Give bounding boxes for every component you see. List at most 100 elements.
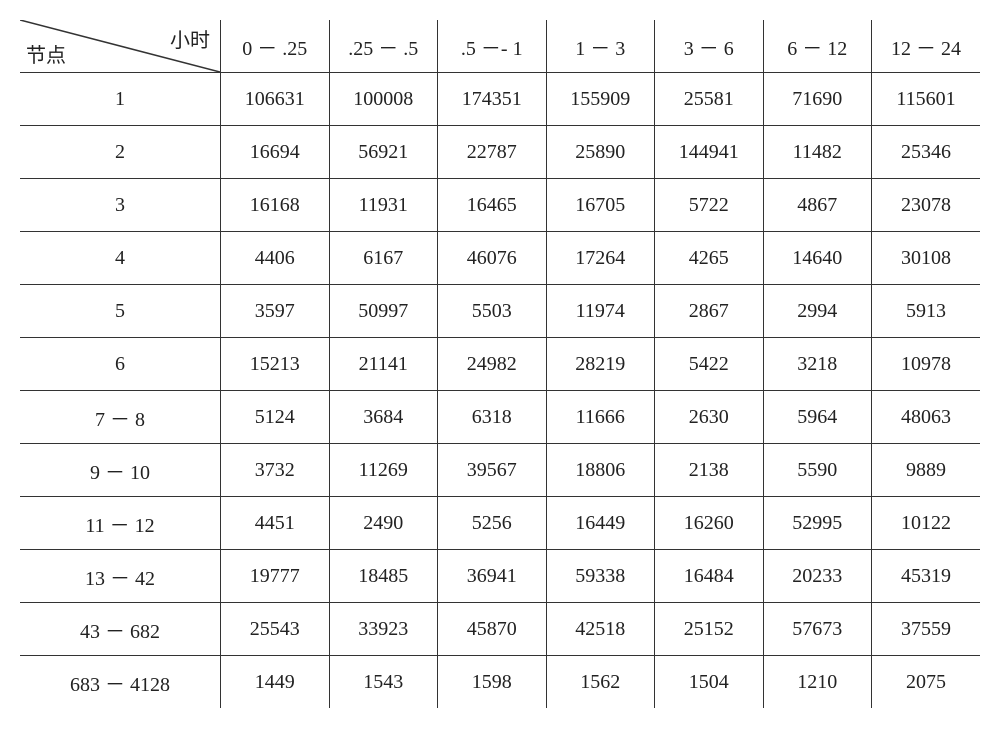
table-cell: 52995: [763, 497, 872, 550]
row-header: 1: [20, 73, 221, 126]
row-header: 4: [20, 232, 221, 285]
table-row: 13 － 42197771848536941593381648420233453…: [20, 550, 980, 603]
table-cell: 25346: [872, 126, 981, 179]
table-cell: 2994: [763, 285, 872, 338]
table-cell: 144941: [655, 126, 764, 179]
table-cell: 48063: [872, 391, 981, 444]
table-cell: 2138: [655, 444, 764, 497]
corner-row-label: 节点: [26, 39, 66, 68]
row-header: 7 － 8: [20, 391, 221, 444]
table-row: 2166945692122787258901449411148225346: [20, 126, 980, 179]
table-body: 1106631100008174351155909255817169011560…: [20, 73, 980, 709]
table-cell: 24982: [438, 338, 547, 391]
table-cell: 5124: [221, 391, 330, 444]
column-header: 0 － .25: [221, 20, 330, 73]
table-cell: 11666: [546, 391, 655, 444]
table-cell: 4867: [763, 179, 872, 232]
table-cell: 36941: [438, 550, 547, 603]
table-cell: 3597: [221, 285, 330, 338]
row-header: 43 － 682: [20, 603, 221, 656]
table-cell: 2630: [655, 391, 764, 444]
data-table-container: 节点 小时 0 － .25 .25 － .5 .5 －- 1 1 － 3 3 －…: [20, 20, 980, 708]
table-cell: 16694: [221, 126, 330, 179]
table-cell: 16260: [655, 497, 764, 550]
table-cell: 3732: [221, 444, 330, 497]
table-cell: 45319: [872, 550, 981, 603]
table-cell: 11974: [546, 285, 655, 338]
table-cell: 16465: [438, 179, 547, 232]
table-cell: 2490: [329, 497, 438, 550]
table-cell: 2075: [872, 656, 981, 709]
table-cell: 16705: [546, 179, 655, 232]
table-cell: 9889: [872, 444, 981, 497]
table-cell: 14640: [763, 232, 872, 285]
table-cell: 22787: [438, 126, 547, 179]
column-header: 12 － 24: [872, 20, 981, 73]
table-row: 9 － 103732112693956718806213855909889: [20, 444, 980, 497]
table-cell: 16449: [546, 497, 655, 550]
table-cell: 1562: [546, 656, 655, 709]
corner-header: 节点 小时: [20, 20, 221, 73]
data-table: 节点 小时 0 － .25 .25 － .5 .5 －- 1 1 － 3 3 －…: [20, 20, 980, 708]
table-cell: 174351: [438, 73, 547, 126]
table-cell: 56921: [329, 126, 438, 179]
row-header: 11 － 12: [20, 497, 221, 550]
table-cell: 16484: [655, 550, 764, 603]
column-header: .5 －- 1: [438, 20, 547, 73]
table-cell: 28219: [546, 338, 655, 391]
column-header: 3 － 6: [655, 20, 764, 73]
table-cell: 30108: [872, 232, 981, 285]
table-row: 6152132114124982282195422321810978: [20, 338, 980, 391]
table-cell: 25581: [655, 73, 764, 126]
table-cell: 19777: [221, 550, 330, 603]
column-header: 1 － 3: [546, 20, 655, 73]
table-cell: 115601: [872, 73, 981, 126]
table-cell: 16168: [221, 179, 330, 232]
table-row: 1106631100008174351155909255817169011560…: [20, 73, 980, 126]
table-cell: 5503: [438, 285, 547, 338]
column-header: 6 － 12: [763, 20, 872, 73]
table-row: 11 － 1244512490525616449162605299510122: [20, 497, 980, 550]
row-header: 9 － 10: [20, 444, 221, 497]
table-cell: 2867: [655, 285, 764, 338]
table-cell: 71690: [763, 73, 872, 126]
column-header: .25 － .5: [329, 20, 438, 73]
table-cell: 1449: [221, 656, 330, 709]
table-cell: 50997: [329, 285, 438, 338]
table-cell: 5964: [763, 391, 872, 444]
row-header: 683 － 4128: [20, 656, 221, 709]
table-cell: 15213: [221, 338, 330, 391]
table-cell: 100008: [329, 73, 438, 126]
table-cell: 17264: [546, 232, 655, 285]
table-cell: 5422: [655, 338, 764, 391]
table-cell: 4451: [221, 497, 330, 550]
row-header: 13 － 42: [20, 550, 221, 603]
table-cell: 1598: [438, 656, 547, 709]
row-header: 3: [20, 179, 221, 232]
table-cell: 5590: [763, 444, 872, 497]
table-cell: 20233: [763, 550, 872, 603]
table-cell: 106631: [221, 73, 330, 126]
table-cell: 5913: [872, 285, 981, 338]
table-cell: 59338: [546, 550, 655, 603]
table-cell: 11931: [329, 179, 438, 232]
table-cell: 1504: [655, 656, 764, 709]
table-cell: 1543: [329, 656, 438, 709]
table-cell: 1210: [763, 656, 872, 709]
table-cell: 11269: [329, 444, 438, 497]
table-cell: 25543: [221, 603, 330, 656]
table-cell: 3218: [763, 338, 872, 391]
table-cell: 46076: [438, 232, 547, 285]
table-cell: 3684: [329, 391, 438, 444]
table-row: 683 － 41281449154315981562150412102075: [20, 656, 980, 709]
table-cell: 5256: [438, 497, 547, 550]
row-header: 2: [20, 126, 221, 179]
table-cell: 18806: [546, 444, 655, 497]
table-cell: 18485: [329, 550, 438, 603]
table-cell: 6167: [329, 232, 438, 285]
table-header-row: 节点 小时 0 － .25 .25 － .5 .5 －- 1 1 － 3 3 －…: [20, 20, 980, 73]
table-cell: 45870: [438, 603, 547, 656]
table-cell: 42518: [546, 603, 655, 656]
table-cell: 4265: [655, 232, 764, 285]
table-row: 5359750997550311974286729945913: [20, 285, 980, 338]
